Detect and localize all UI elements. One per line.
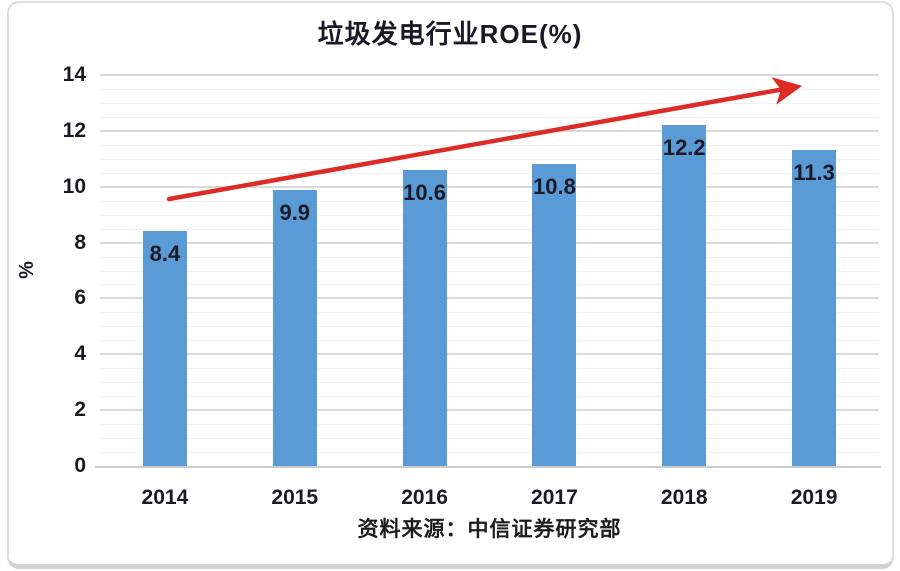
major-gridline xyxy=(100,129,879,132)
y-axis-title: % xyxy=(16,261,38,279)
minor-gridline xyxy=(100,172,879,174)
minor-gridline xyxy=(100,88,879,90)
y-tick-label: 6 xyxy=(74,286,86,310)
bar-2016 xyxy=(402,169,447,466)
minor-gridline xyxy=(100,228,879,230)
minor-gridline xyxy=(100,102,879,104)
major-gridline xyxy=(100,409,879,412)
minor-gridline xyxy=(100,340,879,342)
minor-gridline xyxy=(100,438,879,440)
major-gridline xyxy=(100,185,879,188)
y-tick-label: 8 xyxy=(74,230,86,254)
x-tick-label: 2017 xyxy=(531,486,578,509)
x-tick-label: 2016 xyxy=(401,486,448,509)
minor-gridline xyxy=(100,396,879,398)
x-tick-label: 2018 xyxy=(660,486,708,509)
minor-gridline xyxy=(100,270,879,272)
x-tick-label: 2015 xyxy=(271,486,319,509)
minor-gridline xyxy=(100,256,879,258)
minor-gridline xyxy=(100,200,879,202)
x-tick-label: 2019 xyxy=(790,486,838,509)
bar-2019 xyxy=(792,150,837,466)
minor-gridline xyxy=(100,368,879,370)
bar-value-label: 11.3 xyxy=(793,160,835,186)
y-tick-label: 12 xyxy=(62,118,86,142)
minor-gridline xyxy=(100,116,879,118)
bar-value-label: 10.6 xyxy=(403,179,446,205)
chart-title: 垃圾发电行业ROE(%) xyxy=(317,19,583,49)
minor-gridline xyxy=(100,312,879,314)
source-note: 资料来源：中信证券研究部 xyxy=(357,517,622,541)
bar-value-label: 12.2 xyxy=(662,135,706,161)
minor-gridline xyxy=(100,284,879,286)
bar-2017 xyxy=(532,164,577,466)
minor-gridline xyxy=(100,158,879,160)
trend-arrow xyxy=(166,77,803,202)
bar-value-label: 10.8 xyxy=(532,174,576,200)
minor-gridline xyxy=(100,214,879,216)
minor-gridline xyxy=(100,382,879,384)
y-tick-label: 2 xyxy=(74,398,86,422)
y-tick-label: 10 xyxy=(62,174,86,198)
x-axis-line xyxy=(95,466,881,468)
bar-2015 xyxy=(272,189,317,466)
bar-2018 xyxy=(662,125,707,466)
bar-value-label: 9.9 xyxy=(279,199,311,225)
bar-2014 xyxy=(142,231,187,466)
major-gridline xyxy=(100,74,879,76)
minor-gridline xyxy=(100,424,879,426)
minor-gridline xyxy=(100,144,879,146)
x-tick-label: 2014 xyxy=(141,486,189,509)
minor-gridline xyxy=(100,452,879,454)
major-gridline xyxy=(100,353,879,356)
bar-value-label: 8.4 xyxy=(149,241,181,267)
minor-gridline xyxy=(100,326,879,328)
y-tick-label: 0 xyxy=(74,454,86,477)
y-tick-label: 4 xyxy=(74,342,86,366)
y-tick-label: 14 xyxy=(62,63,86,86)
major-gridline xyxy=(100,241,879,244)
major-gridline xyxy=(100,297,879,300)
